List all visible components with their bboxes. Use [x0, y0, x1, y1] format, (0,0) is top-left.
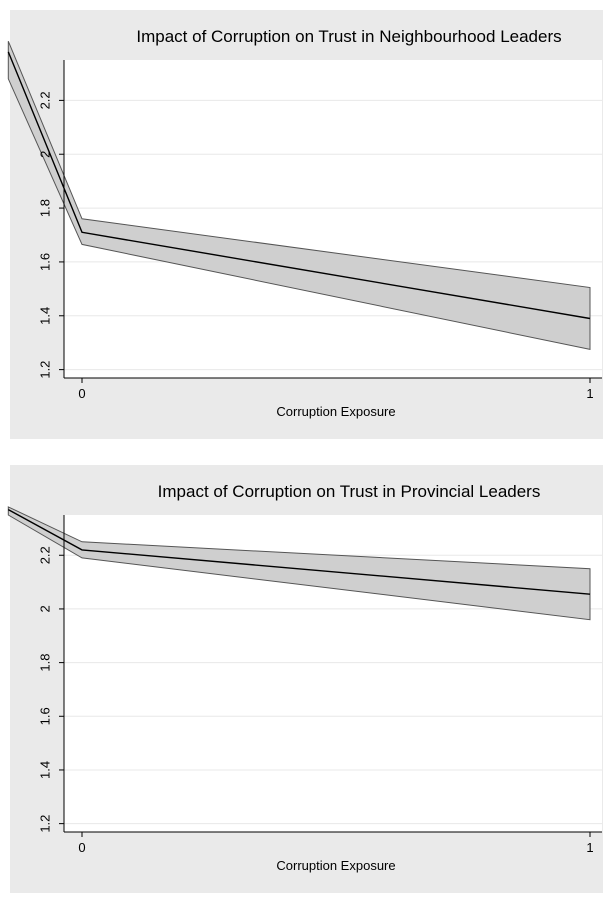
chart-provincial-leaders: 1.2 1.4 1.6 1.8 2 2.2 0 1 Impact of Corruption o… — [7, 465, 603, 893]
chart-1-x-tick-label: 1 — [586, 840, 593, 855]
chart-0-x-axis-label: Corruption Exposure — [276, 404, 395, 419]
chart-0-title: Impact of Corruption on Trust in Neighbo… — [136, 27, 561, 46]
chart-1-confidence-band — [7, 506, 591, 621]
chart-1-y-tick-label: 2 — [37, 605, 52, 612]
chart-1-y-tick-label: 1.4 — [37, 761, 52, 779]
chart-1-fitted-line — [7, 508, 591, 595]
chart-0-y-tick-label: 1.4 — [37, 307, 52, 325]
chart-neighbourhood-leaders: 1.2 1.4 1.6 1.8 2 2.2 0 1 Impact of Corruption o… — [7, 10, 603, 439]
chart-0-x-tick-label: 0 — [78, 386, 85, 401]
chart-0-confidence-band — [7, 41, 591, 351]
chart-1-y-tick-label: 1.8 — [37, 654, 52, 672]
chart-0-x-tick-label: 1 — [586, 386, 593, 401]
chart-0-fitted-line — [7, 51, 591, 320]
chart-1-x-axis-label: Corruption Exposure — [276, 858, 395, 873]
chart-1-title: Impact of Corruption on Trust in Provinc… — [158, 482, 541, 501]
chart-1-y-tick-label: 2.2 — [37, 546, 52, 564]
chart-0-y-tick-label: 1.8 — [37, 199, 52, 217]
chart-0-y-tick-label: 2 — [37, 151, 52, 158]
chart-0-y-tick-label: 2.2 — [37, 91, 52, 109]
chart-1-y-tick-label: 1.6 — [37, 707, 52, 725]
chart-0-series-0 — [7, 41, 591, 351]
chart-0-y-tick-label: 1.2 — [37, 361, 52, 379]
chart-1-y-tick-label: 1.2 — [37, 815, 52, 833]
chart-1-x-tick-label: 0 — [78, 840, 85, 855]
chart-0-y-tick-label: 1.6 — [37, 253, 52, 271]
chart-1-series-0 — [7, 506, 591, 621]
